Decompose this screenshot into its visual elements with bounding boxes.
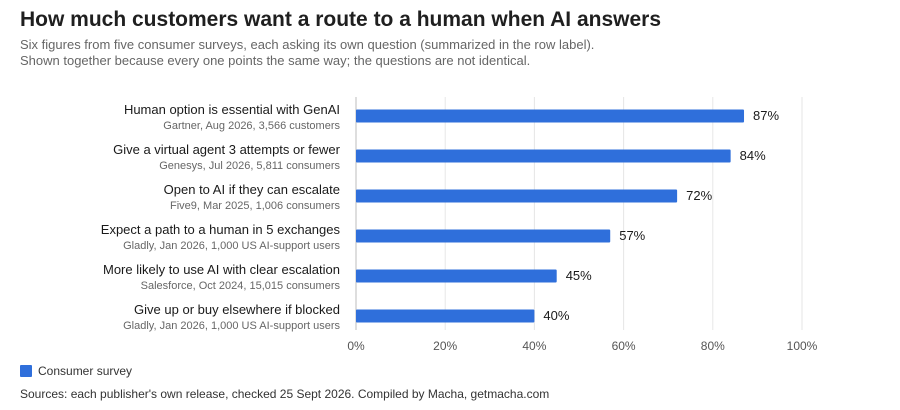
category-label: More likely to use AI with clear escalat… [103,262,340,277]
category-label: Open to AI if they can escalate [164,182,340,197]
category-note: Salesforce, Oct 2024, 15,015 consumers [141,280,341,292]
data-label: 57% [619,228,645,243]
data-label: 72% [686,188,712,203]
category-label: Human option is essential with GenAI [124,102,340,117]
bar [356,269,557,283]
category-note: Gartner, Aug 2026, 3,566 customers [163,120,340,132]
category-note: Five9, Mar 2025, 1,006 consumers [170,200,340,212]
category-label: Give up or buy elsewhere if blocked [134,302,340,317]
bar [356,229,611,243]
category-note: Gladly, Jan 2026, 1,000 US AI-support us… [123,240,340,252]
source-note: Sources: each publisher's own release, c… [20,387,550,401]
x-tick-label: 20% [433,339,457,353]
bar [356,189,678,203]
category-label: Expect a path to a human in 5 exchanges [101,222,341,237]
chart-title: How much customers want a route to a hum… [20,8,662,31]
legend-swatch [20,365,32,377]
x-tick-label: 100% [787,339,818,353]
bar [356,149,731,163]
legend: Consumer survey [20,364,132,378]
data-label: 84% [740,148,766,163]
bar [356,109,745,123]
category-label: Give a virtual agent 3 attempts or fewer [113,142,341,157]
bar [356,309,535,323]
x-tick-label: 0% [347,339,365,353]
x-tick-label: 60% [612,339,636,353]
category-note: Gladly, Jan 2026, 1,000 US AI-support us… [123,320,340,332]
subtitle-line: Six figures from five consumer surveys, … [20,37,595,52]
data-label: 45% [566,268,592,283]
data-label: 87% [753,108,779,123]
x-tick-label: 80% [701,339,725,353]
x-tick-label: 40% [522,339,546,353]
chart-subtitle: Six figures from five consumer surveys, … [20,37,880,69]
legend-label: Consumer survey [38,364,133,378]
data-label: 40% [543,308,569,323]
category-note: Genesys, Jul 2026, 5,811 consumers [159,160,340,172]
subtitle-line: Shown together because every one points … [20,53,531,68]
